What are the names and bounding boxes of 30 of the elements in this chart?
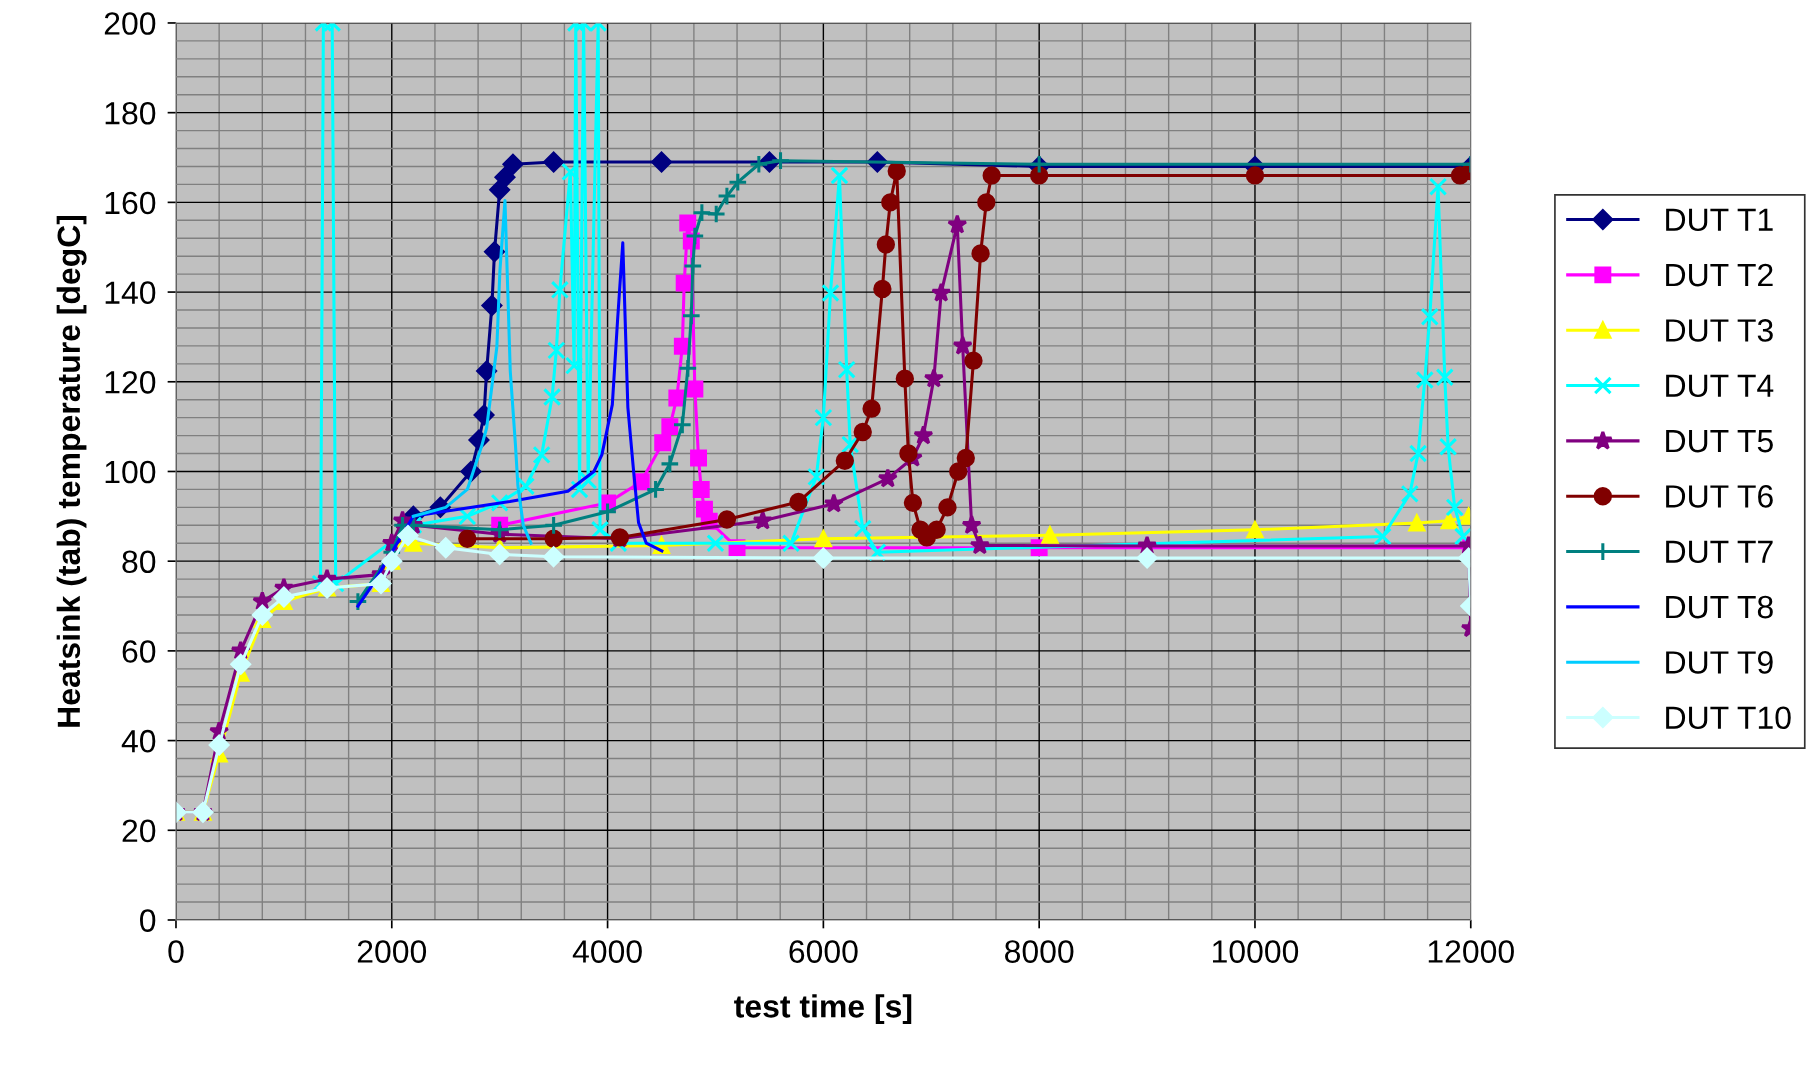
legend-label: DUT T5	[1666, 430, 1773, 453]
x-tick-label: 2000	[357, 940, 427, 963]
x-tick-label: 0	[168, 940, 184, 963]
x-tick-label: 12000	[1428, 940, 1514, 963]
x-tick-label: 4000	[572, 940, 642, 963]
y-axis-title: Heatsink (tab) temperature [degC]	[56, 215, 87, 727]
x-tick-label: 10000	[1212, 940, 1299, 963]
legend-label: DUT T1	[1666, 208, 1773, 232]
y-tick-label: 60	[122, 640, 156, 663]
legend-label: DUT T2	[1666, 263, 1773, 287]
legend-label: DUT T8	[1666, 595, 1773, 619]
legend-label: DUT T4	[1666, 374, 1774, 398]
legend-label: DUT T3	[1666, 319, 1773, 342]
legend-label: DUT T10	[1666, 706, 1791, 730]
y-tick-label: 20	[122, 819, 156, 843]
x-tick-label: 6000	[789, 940, 858, 963]
y-tick-label: 80	[122, 550, 156, 574]
y-tick-label: 100	[105, 460, 156, 484]
y-tick-label: 180	[105, 101, 156, 125]
x-tick-label: 8000	[1005, 940, 1074, 963]
y-tick-label: 0	[140, 909, 156, 932]
y-tick-label: 120	[105, 371, 156, 394]
legend-label: DUT T6	[1666, 485, 1773, 508]
legend-label: DUT T7	[1666, 540, 1773, 564]
y-tick-label: 160	[105, 191, 156, 215]
y-tick-label: 200	[104, 12, 156, 35]
x-axis-title: test time [s]	[734, 994, 912, 1024]
y-tick-label: 40	[121, 729, 156, 753]
y-tick-label: 140	[105, 281, 156, 304]
legend-label: DUT T9	[1666, 651, 1773, 674]
